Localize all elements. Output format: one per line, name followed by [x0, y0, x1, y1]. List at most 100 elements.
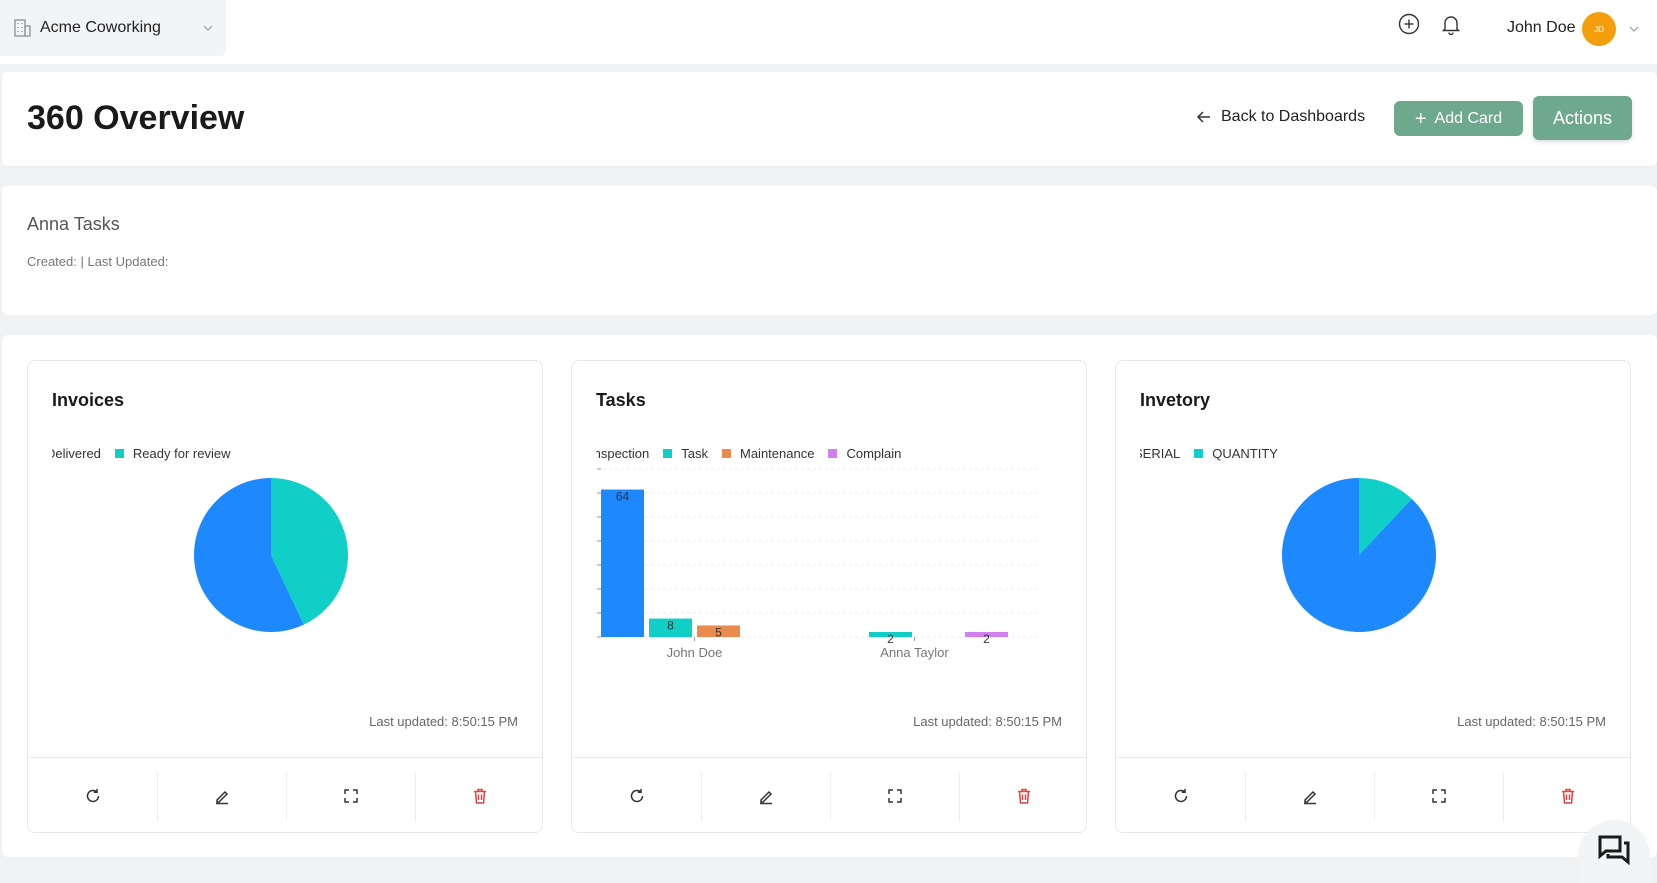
bar-task[interactable]	[649, 618, 692, 637]
legend-item[interactable]: Task	[663, 446, 708, 461]
refresh-button[interactable]	[572, 758, 701, 832]
legend-swatch	[114, 449, 124, 458]
legend-swatch	[828, 449, 838, 458]
dashboard-name: Anna Tasks	[27, 214, 120, 234]
legend-label: Ready for review	[132, 446, 231, 461]
refresh-icon	[86, 789, 99, 803]
bar-maintenance[interactable]	[697, 625, 740, 637]
avatar[interactable]: JD	[1582, 12, 1616, 46]
legend-label: Inspection	[596, 446, 650, 461]
dashboard-grid: Invoices Delivered Ready for review Last…	[2, 335, 1657, 857]
bar-value-label: 5	[715, 625, 722, 639]
bar-complain[interactable]	[965, 632, 1008, 637]
legend-label: Complain	[846, 446, 902, 461]
legend-item[interactable]: Delivered	[52, 446, 101, 461]
bar-task[interactable]	[869, 632, 912, 637]
plus-icon: +	[1414, 107, 1427, 130]
legend-item[interactable]: Maintenance	[722, 446, 814, 461]
legend-swatch	[663, 449, 673, 458]
expand-button[interactable]	[286, 758, 415, 832]
widget-toolbar	[572, 757, 1086, 832]
legend-label: SERIAL	[1140, 446, 1181, 461]
add-circle-icon[interactable]	[1397, 12, 1421, 36]
chat-icon	[1598, 835, 1630, 866]
dashboard-meta: Created: | Last Updated:	[27, 254, 169, 269]
back-to-dashboards-link[interactable]: Back to Dashboards	[1195, 108, 1365, 126]
refresh-icon	[630, 789, 643, 803]
tasks-widget: Tasks Inspection Task Maintenance Compla…	[571, 360, 1087, 833]
add-card-button[interactable]: + Add Card	[1394, 101, 1523, 136]
pencil-icon	[759, 790, 772, 805]
widget-title: Tasks	[596, 390, 646, 410]
refresh-button[interactable]	[1116, 758, 1245, 832]
trash-icon	[1561, 788, 1574, 804]
chat-button[interactable]	[1578, 820, 1650, 883]
pie-slice-quantity[interactable]	[1359, 478, 1412, 555]
arrow-left-icon	[1196, 111, 1210, 123]
pie-slice-delivered[interactable]	[193, 478, 304, 632]
bell-icon[interactable]	[1439, 12, 1463, 36]
bar-value-label: 8	[667, 619, 674, 633]
legend-swatch	[722, 449, 731, 458]
edit-button[interactable]	[1245, 758, 1374, 832]
invoices-pie-chart	[193, 478, 348, 632]
chevron-down-icon	[203, 25, 213, 31]
chart-legend: Inspection Task Maintenance Complain	[596, 444, 1056, 464]
bar-value-label: 64	[616, 490, 630, 504]
bar-value-label: 2	[887, 632, 894, 646]
delete-button[interactable]	[415, 758, 542, 832]
x-axis-label: John Doe	[667, 645, 723, 660]
expand-icon	[1431, 789, 1446, 803]
user-name[interactable]: John Doe	[1507, 19, 1576, 36]
actions-button[interactable]: Actions	[1533, 96, 1632, 140]
chart-legend: SERIAL QUANTITY	[1140, 444, 1600, 464]
organization-name: Acme Coworking	[40, 19, 161, 36]
legend-swatch	[1194, 449, 1204, 458]
add-card-label: Add Card	[1434, 109, 1503, 127]
x-axis-label: Anna Taylor	[880, 645, 949, 660]
refresh-button[interactable]	[28, 758, 157, 832]
legend-item[interactable]: Ready for review	[114, 446, 231, 461]
widget-title: Invetory	[1140, 390, 1211, 410]
organization-selector[interactable]: Acme Coworking	[0, 0, 226, 56]
top-bar: Acme Coworking John Doe JD	[0, 0, 1657, 64]
legend-label: Maintenance	[740, 446, 815, 461]
page-header: 360 Overview Back to Dashboards + Add Ca…	[2, 72, 1657, 166]
refresh-icon	[1174, 789, 1187, 803]
pencil-icon	[1303, 790, 1316, 805]
edit-button[interactable]	[701, 758, 830, 832]
legend-label: Task	[681, 446, 708, 461]
bar-value-label: 2	[983, 632, 990, 646]
legend-item[interactable]: QUANTITY	[1194, 446, 1278, 461]
pie-slice-serial[interactable]	[1282, 478, 1436, 632]
dashboard-info: Anna Tasks Created: | Last Updated:	[2, 186, 1657, 315]
last-updated: Last updated: 8:50:15 PM	[1457, 714, 1606, 729]
widget-toolbar	[28, 757, 542, 832]
legend-item[interactable]: Inspection	[596, 446, 649, 461]
expand-button[interactable]	[1374, 758, 1503, 832]
last-updated: Last updated: 8:50:15 PM	[369, 714, 518, 729]
pie-slice-ready-for-review[interactable]	[271, 478, 348, 625]
bar-inspection[interactable]	[601, 489, 644, 637]
back-link-label: Back to Dashboards	[1221, 108, 1366, 125]
building-icon	[14, 19, 31, 37]
page-title: 360 Overview	[27, 99, 245, 137]
chevron-down-icon[interactable]	[1628, 23, 1640, 35]
pencil-icon	[215, 790, 228, 805]
expand-icon	[343, 789, 358, 803]
widget-toolbar	[1116, 757, 1630, 832]
widget-title: Invoices	[52, 390, 125, 410]
delete-button[interactable]	[959, 758, 1086, 832]
trash-icon	[1017, 788, 1030, 804]
legend-label: Delivered	[52, 446, 101, 461]
inventory-widget: Invetory SERIAL QUANTITY Last updated: 8…	[1115, 360, 1631, 833]
invoices-widget: Invoices Delivered Ready for review Last…	[27, 360, 543, 833]
legend-item[interactable]: Complain	[828, 446, 901, 461]
trash-icon	[473, 788, 486, 804]
last-updated: Last updated: 8:50:15 PM	[913, 714, 1062, 729]
expand-button[interactable]	[830, 758, 959, 832]
delete-button[interactable]	[1503, 758, 1630, 832]
legend-item[interactable]: SERIAL	[1140, 446, 1180, 461]
edit-button[interactable]	[157, 758, 286, 832]
